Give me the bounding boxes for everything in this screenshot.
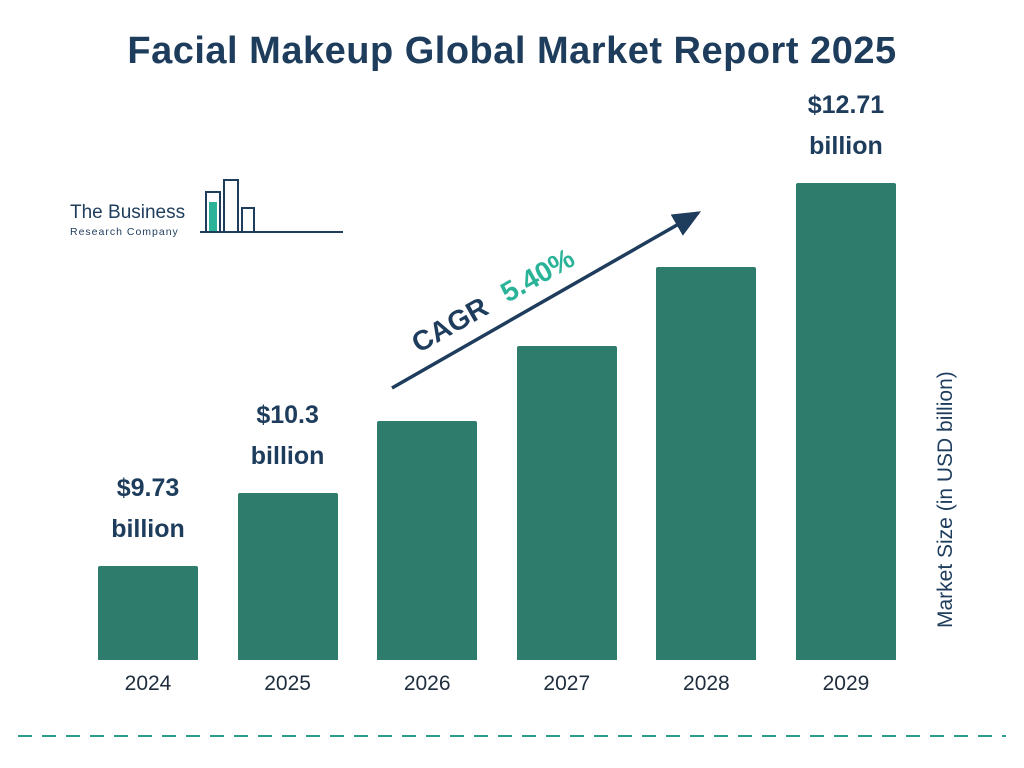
value-label-2025: $10.3 billion (203, 395, 373, 478)
x-tick-label-2024: 2024 (124, 672, 172, 695)
value-amount: $10.3 (256, 400, 319, 429)
x-tick-label-2028: 2028 (683, 672, 730, 695)
logo-text-line2: Research Company (70, 226, 179, 238)
bar-slot-2029: 2029 $12.71 billion (795, 91, 896, 695)
bar-2024 (98, 566, 198, 660)
bar-2028 (656, 267, 757, 660)
value-unit: billion (250, 441, 325, 470)
bar-2027 (516, 346, 617, 660)
bar-slot-2025: 2025 $10.3 billion (237, 183, 338, 695)
value-unit: billion (809, 131, 883, 160)
logo-text-line1: The Business (70, 202, 186, 223)
bar-2029 (795, 183, 896, 660)
logo-text: The Business Research Company (70, 202, 185, 238)
value-amount: $12.71 (807, 90, 885, 119)
bar-slot-2028: 2028 (656, 183, 757, 695)
value-unit: billion (111, 514, 185, 543)
bottom-dashed-divider (18, 735, 1006, 737)
bar-2025 (237, 493, 338, 660)
x-tick-label-2027: 2027 (543, 672, 591, 695)
x-tick-label-2025: 2025 (264, 672, 311, 695)
value-amount: $9.73 (116, 473, 180, 502)
bar-slot-2027: 2027 (516, 183, 617, 695)
y-axis-label: Market Size (in USD billion) (934, 371, 957, 629)
bar-slot-2026: 2026 (377, 183, 478, 695)
x-tick-label-2026: 2026 (403, 672, 451, 695)
value-label-2029: $12.71 billion (761, 85, 931, 168)
company-logo: The Business Research Company (70, 179, 343, 260)
value-label-2024: $9.73 billion (63, 468, 233, 551)
x-tick-label-2029: 2029 (822, 672, 870, 695)
logo-bar-chart-icon (198, 178, 348, 253)
plot-area: 2024 $9.73 billion 2025 $10.3 billion 2026 2027… (98, 91, 896, 695)
page-title: Facial Makeup Global Market Report 2025 (127, 30, 897, 72)
bar-2026 (377, 421, 478, 660)
bar-slot-2024: 2024 $9.73 billion (98, 183, 198, 695)
